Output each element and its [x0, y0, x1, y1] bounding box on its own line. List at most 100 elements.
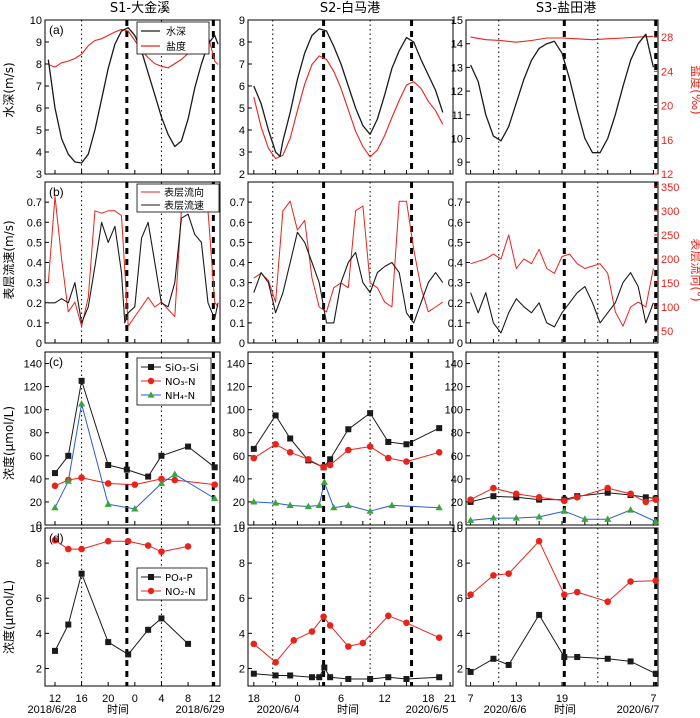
sio3-point	[51, 470, 58, 477]
nh4-point	[104, 500, 112, 507]
column-titles: S1-大金溪 S2-白马港 S3-盐田港	[110, 0, 596, 16]
y-right-tick-label: 350	[661, 182, 679, 194]
x-tick-label: 8	[185, 693, 191, 705]
no3-point	[171, 476, 179, 484]
nh4-point	[626, 506, 635, 513]
date-s2-right: 2020/6/5	[406, 704, 449, 716]
nh4-point	[77, 400, 86, 407]
ylabel-direction: 表层流向(°)	[689, 238, 700, 301]
legend-d: PO₄-P NO₂-N	[136, 567, 208, 601]
xtitle-s3: 时间	[554, 703, 576, 716]
y-tick-label: 0	[457, 338, 463, 350]
no3-point	[158, 475, 165, 483]
y-tick-label: 60	[451, 451, 463, 463]
ylabel-speed: 表层流速(m/s)	[2, 220, 16, 299]
no3-point	[604, 484, 612, 492]
x-tick-label: 19	[556, 693, 568, 705]
date-s2-left: 2020/6/4	[257, 704, 300, 716]
title-s2: S2-白马港	[320, 0, 380, 16]
no2-point	[78, 545, 85, 553]
y-right-tick-label: 100	[661, 302, 679, 314]
po4-point	[287, 672, 294, 679]
y-tick-label: 0.5	[27, 237, 42, 249]
legend-label-d0: PO₄-P	[165, 573, 193, 584]
date-s1-right: 2018/6/29	[176, 704, 225, 716]
x-tick-label: 20	[102, 693, 114, 705]
y-tick-label: 10	[451, 523, 463, 535]
sio3-point	[490, 493, 497, 500]
y-right-tick-label: 20	[661, 101, 673, 113]
sio3-point	[158, 452, 165, 459]
y-right-tick-label: 150	[661, 278, 679, 290]
direction-series	[470, 234, 654, 327]
y-tick-label: 0.6	[27, 217, 42, 229]
y-tick-label: 0.2	[230, 298, 245, 310]
sio3-line	[470, 492, 656, 503]
y-tick-label: 7	[239, 59, 245, 71]
no3-point	[78, 474, 85, 482]
sio3-point	[604, 489, 611, 496]
no2-point	[184, 543, 192, 550]
po4-point	[436, 674, 443, 681]
y-tick-label: 140	[227, 359, 245, 371]
x-tick-label: 4	[158, 693, 164, 705]
legend-marker	[148, 364, 154, 370]
x-tick-label: 6	[338, 693, 344, 705]
nh4-point	[131, 505, 139, 512]
y-tick-label: 10	[30, 15, 42, 27]
sio3-point	[345, 426, 352, 433]
ylabel-depth: 水深(m/s)	[2, 62, 16, 117]
no2-point	[250, 640, 258, 648]
y-tick-label: 6	[239, 81, 245, 93]
column-2: 2345678900.10.20.30.40.50.60.70204060801…	[227, 15, 457, 705]
po4-point	[316, 674, 323, 681]
no2-point	[359, 639, 367, 647]
y-tick-label: 40	[30, 474, 42, 486]
no2-point	[385, 612, 392, 620]
panel-c-col2: 0 20 40 60 80 100 120 140	[227, 351, 454, 532]
nh4-point	[652, 517, 660, 525]
no3-point	[385, 454, 392, 462]
y-tick-label: 6	[457, 593, 463, 605]
po4-point	[536, 611, 543, 618]
no2-point	[435, 634, 443, 642]
y-right-tick-label: 28	[661, 32, 673, 44]
nh4-point	[315, 501, 323, 508]
y-tick-label: 3	[36, 169, 42, 181]
nh4-point	[272, 499, 280, 506]
no3-point	[326, 461, 334, 469]
y-tick-label: 4	[457, 628, 463, 640]
po4-point	[105, 639, 112, 646]
legend-label-direction: 表层流向	[164, 186, 204, 199]
nh4-point	[512, 514, 520, 521]
po4-point	[185, 640, 192, 647]
po4-point	[78, 570, 85, 577]
xtitle-s1: 时间	[107, 703, 129, 716]
y-tick-label: 2	[457, 663, 463, 675]
no3-point	[573, 494, 581, 501]
nh4-point	[604, 515, 612, 522]
y-axis-titles: 水深(m/s) 表层流速(m/s) 浓度(μmol/L) 浓度(μmol/L) …	[1, 62, 700, 654]
y-tick-label: 2	[239, 663, 245, 675]
nh4-point	[466, 516, 475, 523]
x-tick-label: 13	[510, 693, 522, 705]
legend-label-speed: 表层流速	[164, 199, 204, 212]
y-tick-label: 2	[239, 169, 245, 181]
legend-marker	[147, 587, 155, 595]
no3-point	[560, 497, 568, 505]
no3-point	[305, 455, 312, 463]
y-tick-label: 6	[36, 103, 42, 115]
legend-c: SiO₃-Si NO₃-N NH₄-N	[136, 357, 212, 406]
no3-point	[403, 458, 410, 465]
panel-label-c: (c)	[49, 355, 63, 369]
y-tick-label: 0	[36, 338, 42, 350]
y-tick-label: 0.3	[448, 278, 463, 290]
sio3-point	[78, 377, 85, 384]
y-tick-label: 20	[451, 497, 463, 509]
panel-a-col2: 2 3 4 5 6 7 8 9	[239, 15, 454, 181]
date-s3-left: 2020/6/6	[484, 704, 527, 716]
no3-point	[51, 482, 59, 490]
nh4-point	[489, 514, 498, 521]
legend-label-c0: SiO₃-Si	[165, 363, 199, 374]
